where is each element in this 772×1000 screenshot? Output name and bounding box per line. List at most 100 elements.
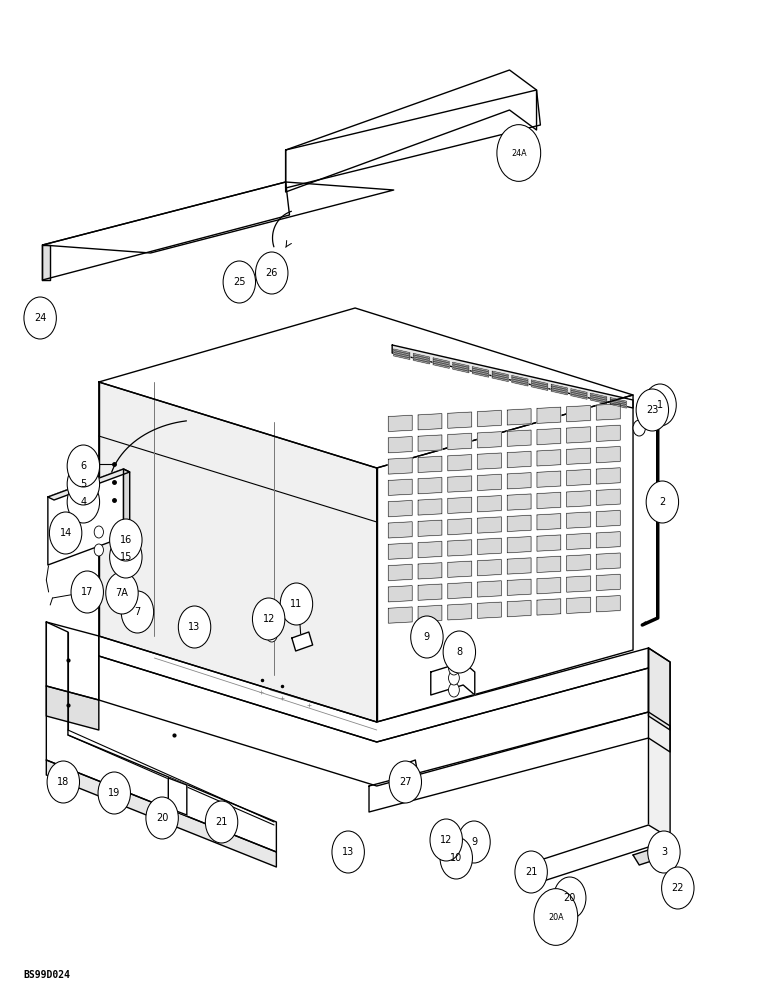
Polygon shape (414, 353, 429, 358)
Polygon shape (551, 388, 567, 393)
Polygon shape (591, 397, 607, 402)
Text: 17: 17 (81, 587, 93, 597)
Circle shape (648, 831, 680, 873)
Polygon shape (433, 363, 449, 368)
Polygon shape (472, 370, 489, 375)
Polygon shape (571, 393, 587, 397)
Text: 24A: 24A (511, 148, 527, 157)
Polygon shape (591, 393, 607, 398)
Circle shape (430, 819, 462, 861)
Text: 12: 12 (440, 835, 452, 845)
Circle shape (256, 252, 288, 294)
Polygon shape (507, 473, 531, 489)
Polygon shape (591, 395, 607, 400)
Polygon shape (567, 491, 591, 507)
Polygon shape (551, 390, 567, 395)
Polygon shape (567, 576, 591, 592)
Polygon shape (512, 379, 528, 384)
Polygon shape (448, 561, 472, 577)
Polygon shape (571, 389, 587, 394)
Polygon shape (507, 430, 531, 446)
Polygon shape (551, 386, 567, 391)
Polygon shape (46, 622, 99, 700)
Polygon shape (394, 355, 410, 359)
Polygon shape (610, 398, 626, 402)
Circle shape (178, 606, 211, 648)
Polygon shape (286, 90, 540, 188)
Polygon shape (448, 582, 472, 599)
Circle shape (515, 851, 547, 893)
Polygon shape (507, 494, 531, 510)
Circle shape (411, 616, 443, 658)
Text: 24: 24 (34, 313, 46, 323)
Polygon shape (478, 517, 501, 533)
Polygon shape (507, 515, 531, 531)
Text: 23: 23 (646, 405, 659, 415)
Circle shape (47, 761, 80, 803)
Polygon shape (42, 182, 290, 280)
Polygon shape (478, 474, 501, 491)
Text: 11: 11 (290, 599, 303, 609)
Circle shape (264, 273, 269, 279)
Polygon shape (452, 364, 469, 369)
Circle shape (644, 384, 676, 426)
Polygon shape (452, 366, 469, 371)
Text: 5: 5 (80, 479, 86, 489)
Circle shape (440, 837, 472, 879)
Circle shape (636, 389, 669, 431)
Circle shape (67, 445, 100, 487)
Polygon shape (478, 581, 501, 597)
Polygon shape (537, 599, 560, 615)
Polygon shape (369, 712, 670, 812)
Text: 25: 25 (233, 277, 245, 287)
Polygon shape (532, 382, 547, 387)
Text: 13: 13 (342, 847, 354, 857)
Polygon shape (567, 427, 591, 443)
Polygon shape (507, 600, 531, 617)
Polygon shape (472, 369, 489, 373)
Polygon shape (597, 574, 620, 591)
Polygon shape (655, 838, 660, 872)
Circle shape (449, 661, 459, 675)
Polygon shape (507, 579, 531, 595)
Circle shape (266, 628, 277, 642)
Polygon shape (512, 375, 528, 380)
Text: 2: 2 (659, 497, 665, 507)
Circle shape (67, 463, 100, 505)
Polygon shape (633, 850, 655, 865)
Circle shape (205, 801, 238, 843)
Text: 20A: 20A (548, 912, 564, 922)
Polygon shape (48, 469, 124, 565)
Circle shape (146, 797, 178, 839)
Polygon shape (394, 351, 410, 356)
Circle shape (110, 519, 142, 561)
Polygon shape (168, 778, 187, 815)
Polygon shape (124, 469, 130, 540)
Text: 7A: 7A (116, 588, 128, 598)
Circle shape (497, 125, 540, 181)
Polygon shape (478, 410, 501, 427)
Circle shape (110, 536, 142, 578)
Polygon shape (448, 540, 472, 556)
Polygon shape (418, 499, 442, 515)
Circle shape (106, 572, 138, 614)
Polygon shape (414, 355, 429, 360)
Circle shape (252, 598, 285, 640)
Text: 9: 9 (471, 837, 477, 847)
Polygon shape (597, 404, 620, 420)
Polygon shape (591, 399, 607, 404)
Polygon shape (540, 825, 670, 882)
Polygon shape (448, 455, 472, 471)
Polygon shape (46, 622, 276, 852)
Polygon shape (48, 469, 130, 500)
Text: 15: 15 (120, 552, 132, 562)
Circle shape (94, 544, 103, 556)
Text: 12: 12 (262, 614, 275, 624)
Polygon shape (414, 359, 429, 364)
Polygon shape (99, 382, 377, 722)
Text: 20: 20 (156, 813, 168, 823)
Polygon shape (478, 453, 501, 469)
Polygon shape (388, 479, 412, 495)
Polygon shape (537, 514, 560, 530)
Text: 19: 19 (108, 788, 120, 798)
